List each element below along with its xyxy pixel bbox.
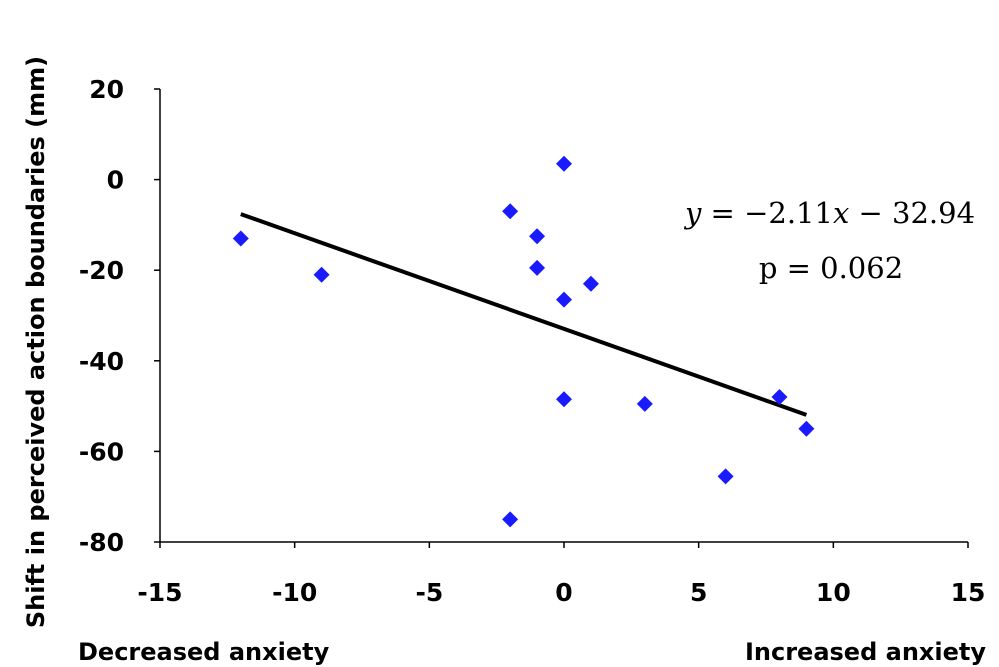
data-points (232, 155, 815, 528)
data-point (556, 155, 572, 172)
regression-equation: y = −2.11x − 32.94 (683, 196, 975, 230)
data-point (556, 291, 572, 308)
x-tick-label: 5 (690, 578, 707, 607)
y-tick-label: -20 (79, 256, 124, 285)
x-tick-labels: -15 -10 -5 0 5 10 15 (137, 578, 985, 607)
x-tick-label: -10 (272, 578, 317, 607)
y-tick-label: 20 (89, 75, 124, 104)
trendline-group (240, 212, 808, 417)
equation-var-y: y (683, 196, 702, 230)
trendline (240, 212, 808, 417)
x-tick-label: -5 (415, 578, 443, 607)
y-axis-title: Shift in perceived action boundaries (mm… (22, 56, 50, 628)
y-tick-label: -40 (79, 347, 124, 376)
x-tick-label: -15 (137, 578, 182, 607)
data-point (502, 511, 519, 528)
data-point (582, 275, 599, 292)
data-point (798, 420, 815, 437)
axes (154, 88, 969, 548)
data-point (313, 266, 330, 283)
equation-var-x: x (833, 196, 849, 230)
p-value-annotation: p = 0.062 (759, 251, 903, 285)
y-tick-label: -60 (79, 437, 124, 466)
x-tick-label: 0 (555, 578, 572, 607)
x-tick-label: 10 (816, 578, 851, 607)
x-axis-label-left: Decreased anxiety (78, 638, 330, 666)
data-point (529, 228, 546, 245)
data-point (556, 391, 572, 408)
data-point (771, 389, 788, 406)
x-axis-label-right: Increased anxiety (745, 638, 986, 666)
equation-intercept: − 32.94 (849, 196, 975, 230)
equation-slope: = −2.11 (701, 196, 833, 230)
y-tick-label: 0 (107, 166, 124, 195)
data-point (232, 230, 249, 247)
data-point (636, 395, 653, 412)
data-point (717, 468, 734, 485)
data-point (502, 203, 519, 220)
x-tick-label: 15 (951, 578, 986, 607)
y-tick-labels: 20 0 -20 -40 -60 -80 (79, 75, 124, 557)
data-point (529, 259, 546, 276)
y-tick-label: -80 (79, 528, 124, 557)
